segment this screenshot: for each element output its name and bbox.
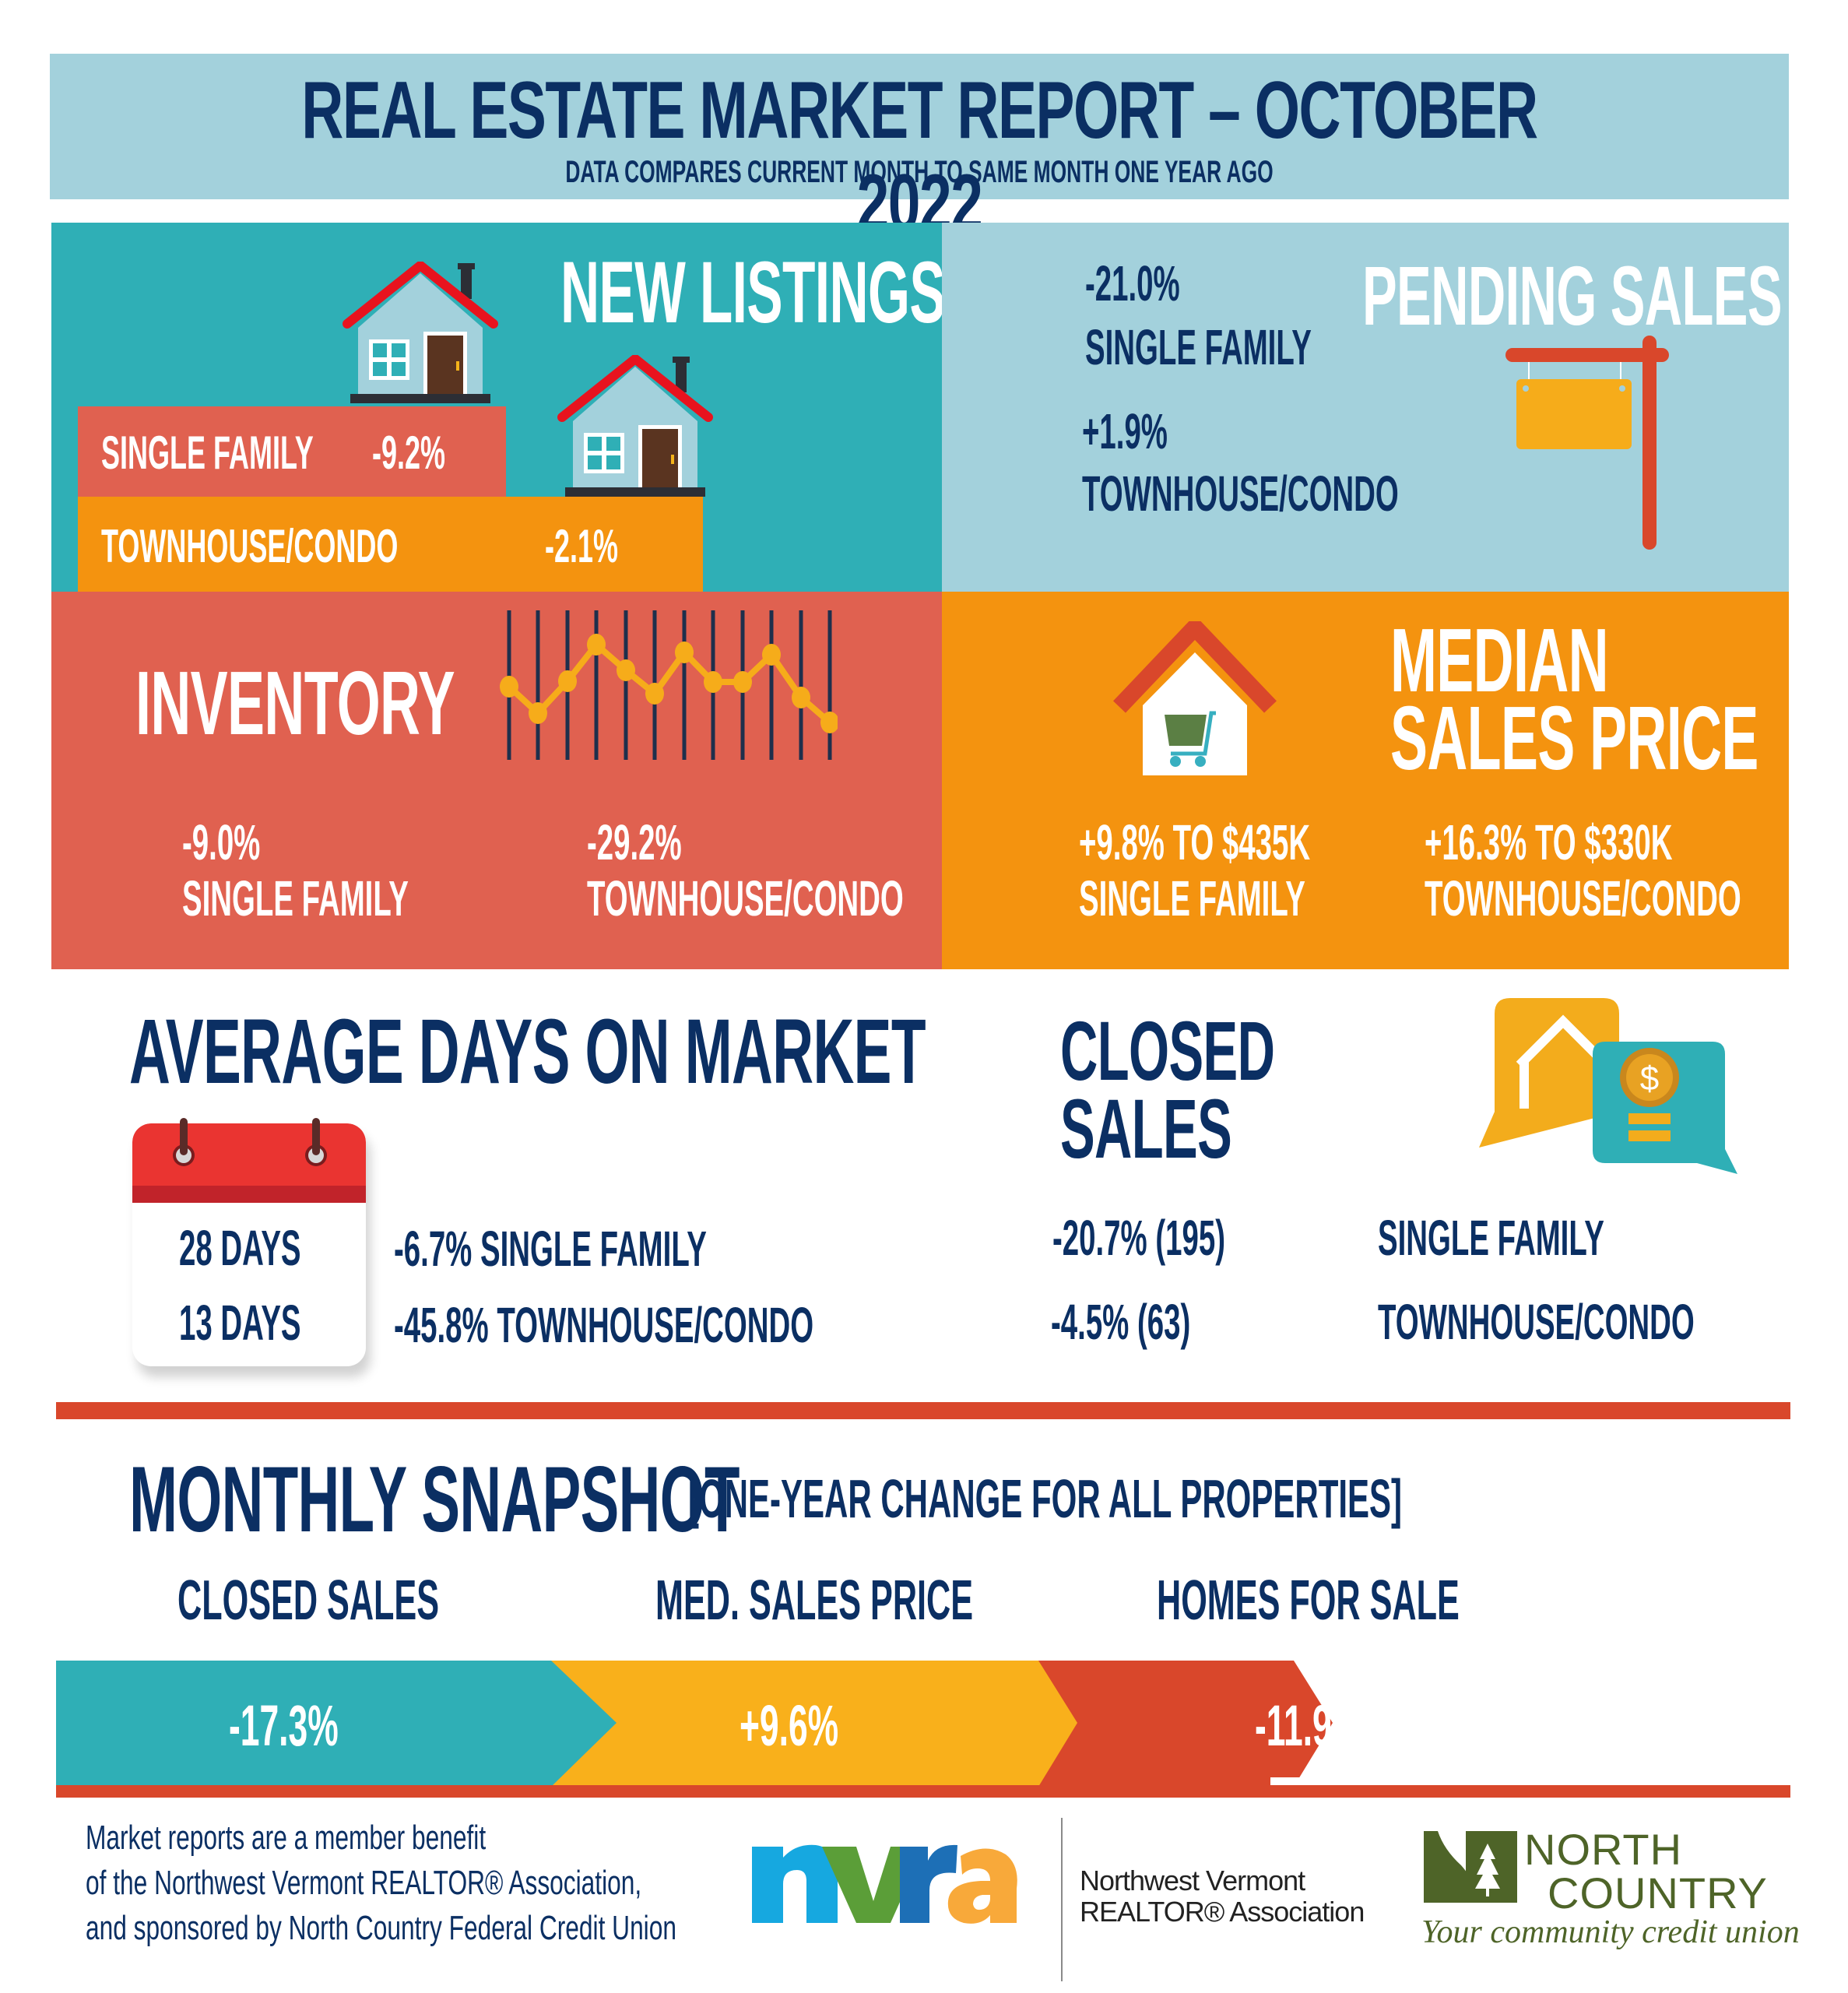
single-family-bar: SINGLE FAMILY -9.2% bbox=[78, 406, 506, 497]
report-title: REAL ESTATE MARKET REPORT – OCTOBER 2022 bbox=[301, 65, 1538, 248]
north-country-name: NORTH COUNTRY bbox=[1524, 1828, 1768, 1915]
north-country-tagline: Your community credit union bbox=[1421, 1914, 1800, 1950]
snapshot-value-homes-for-sale: -11.9% bbox=[1255, 1693, 1363, 1758]
pending-single-family-label: SINGLE FAMILY bbox=[1085, 319, 1312, 375]
snapshot-label-median-price: MED. SALES PRICE bbox=[655, 1569, 974, 1632]
calendar-icon: 28 DAYS 13 DAYS bbox=[132, 1123, 366, 1366]
single-family-value: -9.2% bbox=[372, 427, 446, 479]
calendar-rings-icon bbox=[173, 1118, 327, 1166]
footer-line-2: of the Northwest Vermont REALTOR® Associ… bbox=[86, 1864, 642, 1902]
snapshot-arrows bbox=[56, 1661, 1691, 1787]
townhouse-days: 13 DAYS bbox=[179, 1295, 301, 1351]
house-money-chat-icon: $ bbox=[1479, 998, 1737, 1174]
footer-line-3: and sponsored by North Country Federal C… bbox=[86, 1909, 676, 1947]
nvra-name: Northwest Vermont REALTOR® Association bbox=[1080, 1865, 1365, 1928]
median-heading-line1: MEDIAN bbox=[1390, 610, 1609, 711]
closed-sales-heading-line2: SALES bbox=[1060, 1081, 1232, 1176]
inventory-single-family-label: SINGLE FAMILY bbox=[182, 870, 409, 926]
closed-townhouse-value: -4.5% (63) bbox=[1051, 1294, 1191, 1350]
snapshot-value-median-price: +9.6% bbox=[740, 1693, 839, 1758]
median-sales-price-panel: MEDIAN SALES PRICE +9.8% TO $435K SINGLE… bbox=[942, 592, 1789, 969]
closed-townhouse-label: TOWNHOUSE/CONDO bbox=[1378, 1294, 1695, 1350]
north-country-logo-icon bbox=[1424, 1831, 1517, 1903]
pending-sales-heading: PENDING SALES bbox=[1362, 248, 1782, 343]
north-country-line-1: NORTH bbox=[1524, 1825, 1683, 1874]
house-icon bbox=[343, 262, 498, 403]
report-header: REAL ESTATE MARKET REPORT – OCTOBER 2022… bbox=[50, 54, 1789, 248]
svg-text:$: $ bbox=[1640, 1060, 1659, 1098]
calendar-band bbox=[132, 1186, 366, 1203]
pending-sales-panel: -21.0% SINGLE FAMILY +1.9% TOWNHOUSE/CON… bbox=[942, 223, 1789, 592]
single-family-label: SINGLE FAMILY bbox=[101, 427, 314, 479]
closed-single-family-label: SINGLE FAMILY bbox=[1378, 1210, 1604, 1266]
closed-sales-heading-line1: CLOSED bbox=[1060, 1004, 1275, 1098]
median-single-family-label: SINGLE FAMILY bbox=[1079, 870, 1305, 926]
inventory-townhouse-label: TOWNHOUSE/CONDO bbox=[587, 870, 904, 926]
report-subtitle: DATA COMPARES CURRENT MONTH TO SAME MONT… bbox=[565, 155, 1274, 189]
homes-for-sale-arrow bbox=[998, 1661, 1333, 1787]
snapshot-arrow-strip bbox=[56, 1785, 1790, 1798]
new-listings-heading: NEW LISTINGS bbox=[560, 244, 942, 341]
closed-single-family-value: -20.7% (195) bbox=[1052, 1210, 1225, 1266]
single-family-days-change: -6.7% SINGLE FAMILY bbox=[394, 1221, 707, 1277]
median-townhouse-value: +16.3% TO $330K bbox=[1425, 814, 1673, 870]
north-country-line-2: COUNTRY bbox=[1548, 1868, 1768, 1917]
footer-line-1: Market reports are a member benefit bbox=[86, 1819, 487, 1857]
footer-separator bbox=[1061, 1818, 1063, 1981]
single-family-days: 28 DAYS bbox=[179, 1220, 301, 1276]
calendar-header bbox=[132, 1123, 366, 1186]
for-sale-sign-icon bbox=[1505, 336, 1669, 550]
nvra-name-line-2: REALTOR® Association bbox=[1080, 1896, 1365, 1928]
pending-townhouse-value: +1.9% bbox=[1082, 403, 1168, 459]
inventory-single-family-value: -9.0% bbox=[182, 814, 261, 870]
median-single-family-value: +9.8% TO $435K bbox=[1079, 814, 1311, 870]
pending-single-family-value: -21.0% bbox=[1085, 255, 1180, 311]
closed-sales-arrow bbox=[56, 1661, 617, 1787]
footer-disclaimer: Market reports are a member benefit of t… bbox=[86, 1815, 906, 1951]
house-icon bbox=[557, 355, 713, 497]
inventory-panel: INVENTORY -9.0% SINGLE FAMILY -29.2% TOW… bbox=[51, 592, 942, 969]
snapshot-label-homes-for-sale: HOMES FOR SALE bbox=[1157, 1569, 1460, 1632]
inventory-sparkline-icon bbox=[500, 610, 838, 760]
townhouse-bar: TOWNHOUSE/CONDO -2.1% bbox=[78, 497, 703, 592]
section-divider bbox=[56, 1402, 1790, 1419]
nvra-logo bbox=[752, 1844, 1017, 1924]
inventory-townhouse-value: -29.2% bbox=[587, 814, 682, 870]
snapshot-value-closed-sales: -17.3% bbox=[229, 1693, 339, 1758]
inventory-heading: INVENTORY bbox=[135, 652, 455, 754]
townhouse-days-change: -45.8% TOWNHOUSE/CONDO bbox=[394, 1297, 814, 1353]
median-townhouse-label: TOWNHOUSE/CONDO bbox=[1425, 870, 1741, 926]
median-price-arrow bbox=[546, 1661, 1077, 1787]
new-listings-panel: NEW LISTINGS SINGLE FAMILY -9.2% TOWNHOU… bbox=[51, 223, 942, 592]
monthly-snapshot-heading: MONTHLY SNAPSHOT bbox=[129, 1447, 740, 1552]
snapshot-label-closed-sales: CLOSED SALES bbox=[177, 1569, 440, 1632]
monthly-snapshot-subheading: [ONE-YEAR CHANGE FOR ALL PROPERTIES] bbox=[688, 1468, 1403, 1529]
pending-townhouse-label: TOWNHOUSE/CONDO bbox=[1082, 466, 1399, 522]
townhouse-value: -2.1% bbox=[545, 520, 619, 572]
house-cart-icon bbox=[1113, 621, 1277, 775]
median-heading-line2: SALES PRICE bbox=[1390, 687, 1758, 789]
townhouse-label: TOWNHOUSE/CONDO bbox=[101, 520, 399, 572]
days-on-market-heading: AVERAGE DAYS ON MARKET bbox=[129, 1000, 926, 1103]
nvra-name-line-1: Northwest Vermont bbox=[1080, 1865, 1305, 1896]
